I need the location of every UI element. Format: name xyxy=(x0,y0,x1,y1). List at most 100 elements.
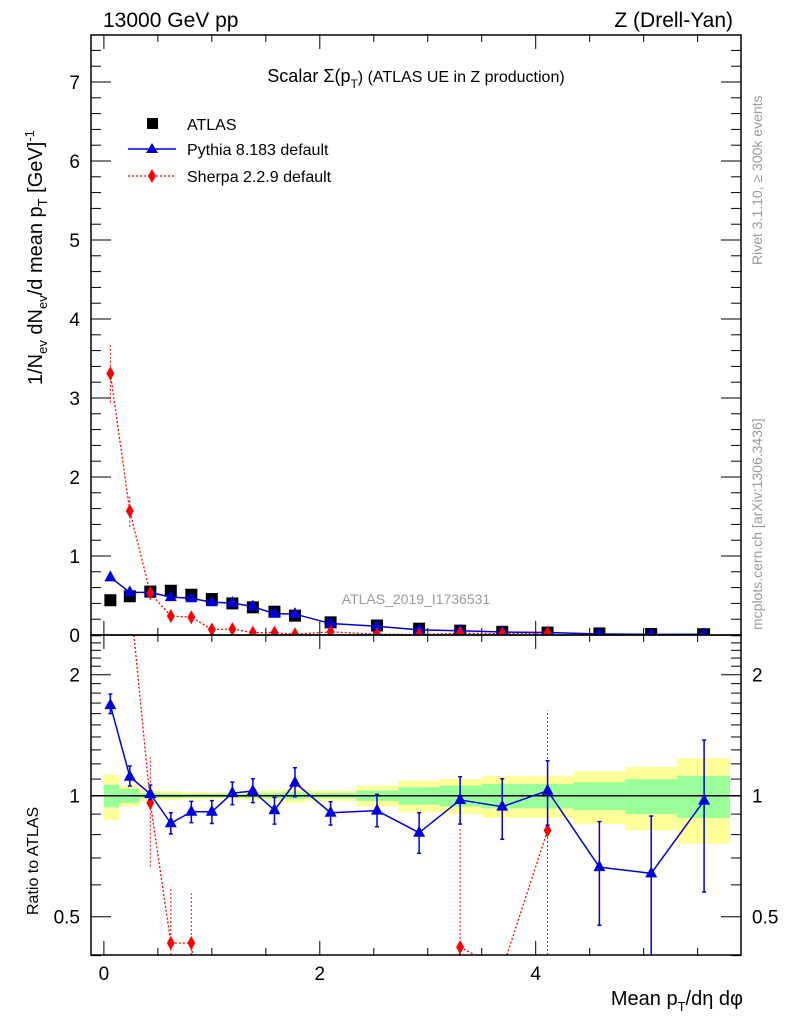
atlas-point xyxy=(104,594,117,607)
sherpa-point xyxy=(326,624,335,635)
pythia-ratio-line xyxy=(149,793,172,824)
y-axis-label-part: 1/N xyxy=(25,354,47,385)
sherpa-ratio-point xyxy=(166,936,175,951)
sherpa-point xyxy=(207,622,216,635)
pythia-ratio-point xyxy=(246,784,259,796)
sherpa-ratio-point xyxy=(187,936,196,951)
pythia-ratio-point xyxy=(205,804,218,816)
y-tick-label: 4 xyxy=(69,310,80,331)
main-plot-marks xyxy=(104,345,711,635)
ratio-plot-marks xyxy=(104,635,711,955)
pythia-point xyxy=(288,607,301,619)
y-axis-label-part: dN xyxy=(25,309,47,340)
watermark: ATLAS_2019_I1736531 xyxy=(342,591,491,607)
legend: ATLAS Pythia 8.183 default Sherpa 2.2.9 … xyxy=(128,117,332,186)
side-text-mcplots: mcplots.cern.ch [arXiv:1306.3436] xyxy=(749,418,765,630)
pythia-ratio-line xyxy=(273,782,296,811)
pythia-ratio-point xyxy=(123,769,136,781)
ratio-tick-label-left: 1 xyxy=(69,787,80,808)
pythia-point xyxy=(371,619,384,631)
pythia-ratio-line xyxy=(418,799,461,834)
pythia-point xyxy=(246,599,259,611)
y-axis-label-part: ev xyxy=(35,340,50,354)
y-tick-label: 5 xyxy=(69,231,80,252)
pythia-point xyxy=(123,585,136,597)
y-axis-label-part: /d mean p xyxy=(25,206,47,295)
sherpa-point xyxy=(498,626,507,635)
sherpa-ratio-line xyxy=(506,830,549,955)
sherpa-point xyxy=(543,626,552,635)
pythia-ratio-line xyxy=(376,809,420,834)
header-left: 13000 GeV pp xyxy=(103,9,238,32)
pythia-ratio-point xyxy=(698,793,711,805)
pythia-ratio-point xyxy=(541,783,554,795)
side-text-rivet: Rivet 3.1.10, ≥ 300k events xyxy=(749,95,765,265)
y-tick-label: 1 xyxy=(69,547,80,568)
pythia-ratio-point xyxy=(593,860,606,872)
sherpa-point xyxy=(270,625,279,635)
pythia-ratio-line xyxy=(294,782,332,814)
pythia-ratio-line xyxy=(501,790,548,808)
sherpa-ratio-line xyxy=(459,946,476,955)
sherpa-point xyxy=(248,625,257,635)
band-inner xyxy=(625,779,678,815)
pythia-ratio-line xyxy=(109,704,131,777)
pythia-point xyxy=(595,626,604,635)
pythia-ratio-line xyxy=(599,866,652,875)
pythia-point xyxy=(324,616,337,628)
pythia-ratio-point xyxy=(288,775,301,787)
y-axis-label: 1/Nev dNev/d mean pT [GeV]-1 xyxy=(22,130,50,385)
pythia-ratio-point xyxy=(268,803,281,815)
ratio-tick-label-left: 0.5 xyxy=(54,908,80,929)
legend-marker-atlas xyxy=(147,118,158,129)
pythia-ratio-point xyxy=(496,799,509,811)
x-axis-label: Mean pT/dη dφ xyxy=(611,988,743,1014)
y-axis-label-part: T xyxy=(35,198,50,206)
legend-label-pythia: Pythia 8.183 default xyxy=(187,142,329,159)
sherpa-point xyxy=(373,627,382,635)
pythia-ratio-point xyxy=(324,805,337,817)
y-tick-label: 0 xyxy=(69,626,80,647)
sherpa-point xyxy=(106,366,115,381)
legend-marker-pythia xyxy=(146,143,158,153)
y-axis-label-part: [GeV] xyxy=(25,142,47,199)
y-tick-label: 7 xyxy=(69,73,80,94)
sherpa-point xyxy=(228,622,237,635)
pythia-ratio-point xyxy=(454,792,467,804)
pythia-ratio-line xyxy=(650,800,705,874)
pythia-ratio-point xyxy=(226,786,239,798)
sherpa-point xyxy=(415,627,424,635)
sherpa-point xyxy=(125,503,134,518)
ratio-tick-label-right: 1 xyxy=(752,787,763,808)
pythia-point xyxy=(205,595,218,607)
header-right: Z (Drell-Yan) xyxy=(614,9,733,32)
sherpa-ratio-point xyxy=(543,823,552,838)
ratio-tick-label-right: 2 xyxy=(752,666,763,687)
legend-label-sherpa: Sherpa 2.2.9 default xyxy=(187,169,332,186)
y-tick-label: 2 xyxy=(69,468,80,489)
y-axis-label-part: ev xyxy=(35,295,50,309)
sherpa-point xyxy=(146,586,155,601)
sherpa-ratio-line xyxy=(133,635,151,803)
pythia-point xyxy=(268,606,281,618)
x-tick-label: 2 xyxy=(315,964,326,985)
sherpa-point xyxy=(456,626,465,635)
plot-title: Scalar Σ(pT) (ATLAS UE in Z production) xyxy=(267,66,564,91)
ratio-tick-label-right: 0.5 xyxy=(752,908,778,929)
pythia-point xyxy=(226,596,239,608)
pythia-ratio-point xyxy=(371,803,384,815)
pythia-ratio-point xyxy=(645,866,658,878)
pythia-point xyxy=(104,570,117,582)
pythia-point xyxy=(185,591,198,603)
pythia-ratio-point xyxy=(144,786,157,798)
pythia-ratio-line xyxy=(330,809,378,814)
y-tick-label: 6 xyxy=(69,152,80,173)
pythia-ratio-line xyxy=(546,790,601,868)
legend-marker-sherpa xyxy=(148,169,156,183)
legend-label-atlas: ATLAS xyxy=(187,117,237,134)
pythia-point xyxy=(647,627,656,635)
pythia-ratio-point xyxy=(164,816,177,828)
y-axis-label-part: -1 xyxy=(22,130,37,142)
ratio-y-axis-label: Ratio to ATLAS xyxy=(25,807,42,915)
pythia-ratio-point xyxy=(104,698,117,710)
